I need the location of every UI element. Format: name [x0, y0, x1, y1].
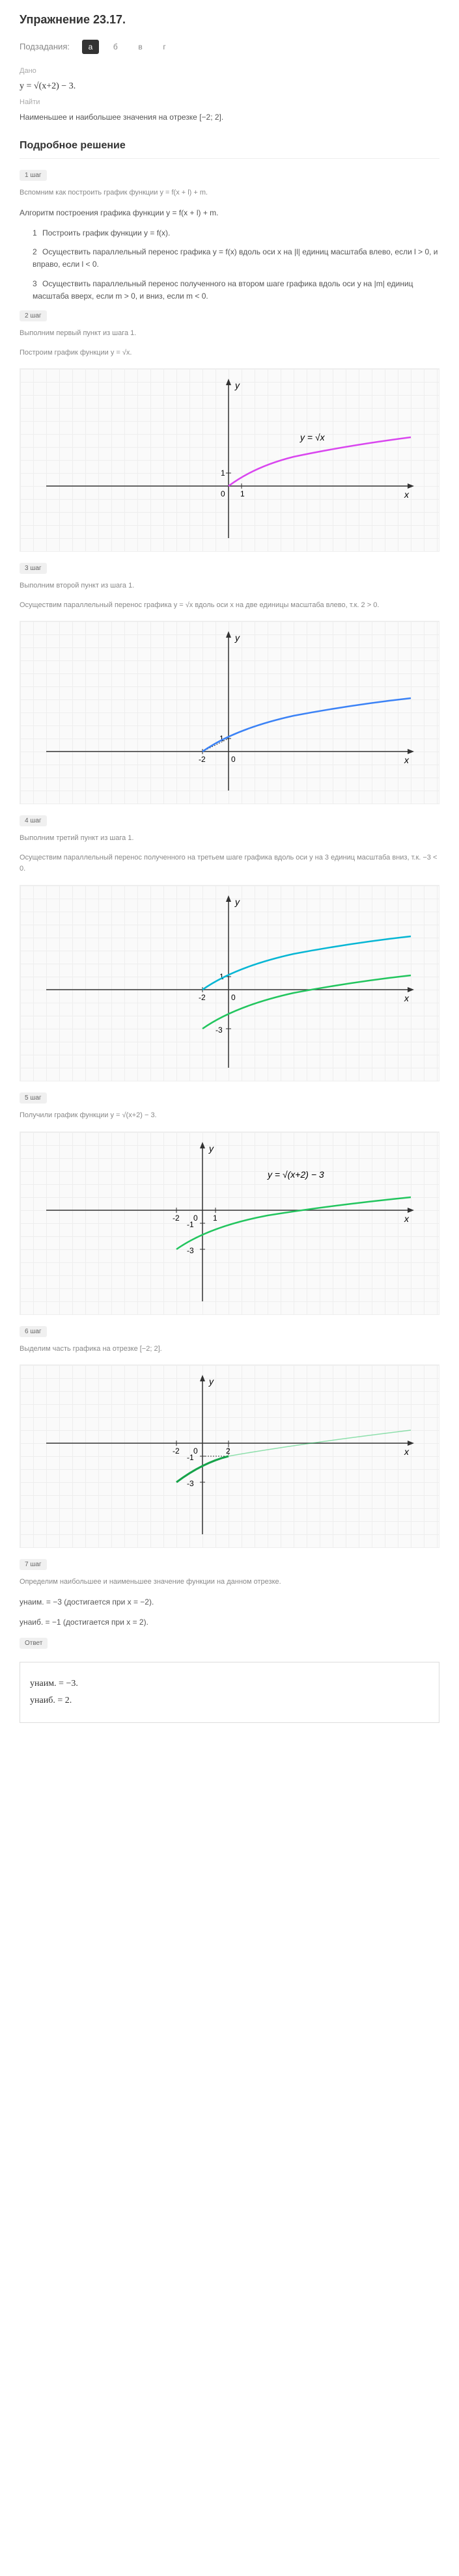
- svg-text:0: 0: [193, 1213, 198, 1223]
- lower-curve: [202, 975, 411, 1029]
- step5-badge: 5 шаг: [20, 1092, 47, 1104]
- answer-line1: yнаим. = −3.: [30, 1679, 429, 1689]
- step2-badge: 2 шаг: [20, 310, 47, 321]
- step3-text2: Осуществим параллельный перенос графика …: [20, 600, 439, 612]
- solution-title: Подробное решение: [20, 140, 439, 159]
- svg-text:0: 0: [193, 1446, 198, 1456]
- graph-final: y x 0 1 -2 -1 -3 y = √(x+2) − 3: [20, 1132, 439, 1315]
- algo-1-text: Построить график функции y = f(x).: [42, 228, 170, 237]
- step5-text1: Получили график функции y = √(x+2) − 3.: [20, 1110, 439, 1122]
- subtask-v[interactable]: в: [132, 40, 148, 54]
- subtasks-label: Подзадания:: [20, 42, 70, 51]
- step1-text1: Вспомним как построить график функции y …: [20, 187, 439, 199]
- svg-text:y: y: [208, 1143, 214, 1154]
- subtask-a[interactable]: а: [82, 40, 100, 54]
- graph-shifted-both: y x 0 -2 1 -3: [20, 885, 439, 1081]
- upper-curve: [202, 936, 411, 990]
- svg-text:-1: -1: [187, 1453, 194, 1462]
- svg-text:x: x: [404, 1213, 410, 1224]
- svg-text:1: 1: [213, 1213, 217, 1223]
- svg-text:-2: -2: [173, 1213, 180, 1223]
- step4-text2: Осуществим параллельный перенос полученн…: [20, 852, 439, 875]
- x-axis-label: x: [404, 489, 410, 500]
- step7-text1: Определим наибольшее и наименьшее значен…: [20, 1577, 439, 1588]
- algo-3: 3Осуществить параллельный перенос получе…: [33, 278, 439, 303]
- subtask-b[interactable]: б: [107, 40, 124, 54]
- shifted-curve: [202, 698, 411, 752]
- step2-text2: Построим график функции y = √x.: [20, 347, 439, 359]
- svg-text:y: y: [234, 897, 240, 907]
- svg-text:-3: -3: [187, 1479, 194, 1488]
- svg-text:y: y: [208, 1376, 214, 1387]
- svg-text:-3: -3: [216, 1025, 223, 1035]
- svg-text:-2: -2: [199, 993, 206, 1002]
- svg-text:x: x: [404, 755, 410, 765]
- given-formula: y = √(x+2) − 3.: [20, 81, 439, 92]
- svg-text:-2: -2: [199, 755, 206, 764]
- svg-text:x: x: [404, 1446, 410, 1457]
- step4-badge: 4 шаг: [20, 815, 47, 826]
- y-one-label: 1: [221, 468, 225, 478]
- origin-label: 0: [221, 489, 225, 498]
- algo-1: 1Построить график функции y = f(x).: [33, 227, 439, 239]
- graph-segment: y x 0 2 -2 -1 -3: [20, 1364, 439, 1548]
- graph-formula: y = √x: [299, 432, 326, 442]
- svg-text:-2: -2: [173, 1446, 180, 1456]
- find-label: Найти: [20, 98, 439, 106]
- step7-badge: 7 шаг: [20, 1559, 47, 1570]
- subtask-g[interactable]: г: [156, 40, 172, 54]
- one-label: 1: [240, 489, 245, 498]
- graph-shifted-x: y x 0 -2 1: [20, 621, 439, 804]
- y-axis-label: y: [234, 380, 240, 390]
- sqrt-curve: [229, 437, 411, 486]
- step4-text1: Выполним третий пункт из шага 1.: [20, 833, 439, 845]
- step3-text1: Выполним второй пункт из шага 1.: [20, 580, 439, 592]
- final-curve: [176, 1197, 411, 1249]
- algo-2: 2Осуществить параллельный перенос график…: [33, 246, 439, 271]
- step1-text2: Алгоритм построения графика функции y = …: [20, 207, 439, 219]
- svg-text:0: 0: [231, 993, 236, 1002]
- given-label: Дано: [20, 67, 439, 75]
- final-formula: y = √(x+2) − 3: [267, 1169, 324, 1180]
- step6-badge: 6 шаг: [20, 1326, 47, 1337]
- svg-text:y: y: [234, 632, 240, 643]
- step2-text1: Выполним первый пункт из шага 1.: [20, 328, 439, 340]
- graph-sqrt-x: y x 0 1 1 y = √x: [20, 368, 439, 552]
- subtasks-row: Подзадания: а б в г: [20, 40, 439, 54]
- step7-text2: yнаим. = −3 (достигается при x = −2).: [20, 1596, 439, 1608]
- answer-line2: yнаиб. = 2.: [30, 1696, 429, 1706]
- algo-3-text: Осуществить параллельный перенос получен…: [33, 279, 413, 301]
- answer-box: yнаим. = −3. yнаиб. = 2.: [20, 1662, 439, 1723]
- step6-text1: Выделим часть графика на отрезке [−2; 2]…: [20, 1344, 439, 1355]
- algo-2-text: Осуществить параллельный перенос графика…: [33, 247, 438, 269]
- answer-label: Ответ: [20, 1638, 48, 1649]
- svg-text:-1: -1: [187, 1220, 194, 1229]
- exercise-title: Упражнение 23.17.: [20, 13, 439, 27]
- find-text: Наименьшее и наибольшее значения на отре…: [20, 111, 439, 124]
- svg-text:x: x: [404, 993, 410, 1003]
- step1-badge: 1 шаг: [20, 170, 47, 181]
- svg-text:-3: -3: [187, 1246, 194, 1255]
- svg-text:0: 0: [231, 755, 236, 764]
- step7-text3: yнаиб. = −1 (достигается при x = 2).: [20, 1616, 439, 1629]
- step3-badge: 3 шаг: [20, 563, 47, 574]
